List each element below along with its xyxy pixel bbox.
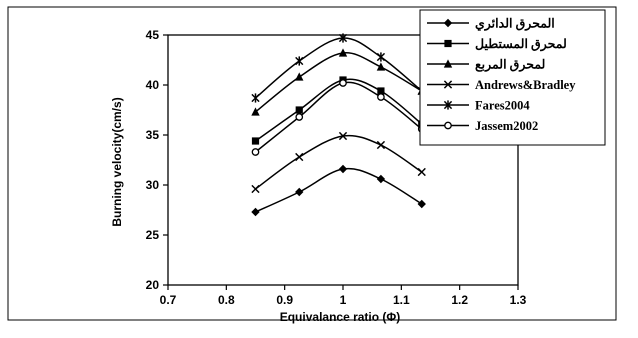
- data-point: [295, 113, 304, 121]
- data-point: [339, 79, 347, 87]
- series-layer: [251, 33, 426, 217]
- legend-item: المحرق الدائري: [427, 17, 555, 32]
- series-4: [251, 131, 426, 194]
- x-tick-label: 1: [340, 293, 347, 307]
- legend-marker: [443, 80, 453, 89]
- legend-item: لمحرق المستطيل: [427, 37, 567, 52]
- legend-item: لمحرق المربع: [427, 58, 545, 73]
- series-3: [251, 48, 426, 116]
- data-point: [251, 207, 260, 217]
- y-tick-label: 35: [146, 128, 160, 142]
- y-tick-label: 25: [146, 228, 160, 242]
- legend-marker: [443, 18, 453, 28]
- x-tick-label: 1.3: [510, 293, 527, 307]
- data-point: [338, 131, 348, 141]
- legend-box: [419, 9, 606, 146]
- legend-item: Fares2004: [427, 99, 530, 113]
- data-point: [251, 184, 260, 194]
- legend-item: Jassem2002: [427, 119, 538, 133]
- data-point: [251, 137, 260, 145]
- legend-label: Andrews&Bradley: [475, 78, 576, 92]
- series-1: [251, 164, 426, 217]
- x-axis-title: Equivalance ratio (Φ): [280, 310, 401, 324]
- legend: المحرق الدائري لمحرق المستطيل لمحرق المربع…: [419, 9, 606, 146]
- data-point: [338, 164, 348, 174]
- legend-marker: [443, 100, 453, 110]
- x-axis: 0.7 0.8 0.9 1 1.1 1.2 1.3: [160, 285, 527, 307]
- data-point: [295, 152, 304, 162]
- data-point: [338, 33, 348, 43]
- legend-label: Fares2004: [475, 99, 530, 113]
- legend-label: Jassem2002: [475, 119, 538, 133]
- x-tick-label: 1.1: [393, 293, 410, 307]
- data-point: [377, 87, 385, 95]
- legend-label: لمحرق المربع: [475, 58, 545, 73]
- data-point: [376, 62, 386, 71]
- x-tick-label: 0.9: [276, 293, 293, 307]
- x-tick-label: 0.7: [160, 293, 177, 307]
- data-point: [295, 72, 304, 81]
- x-tick-label: 1.2: [451, 293, 468, 307]
- data-point: [295, 106, 303, 114]
- y-tick-label: 45: [146, 28, 160, 42]
- y-tick-label: 40: [146, 78, 160, 92]
- y-axis: 20 25 30 35 40 45: [146, 28, 168, 292]
- data-point: [251, 107, 260, 116]
- x-tick-label: 0.8: [218, 293, 235, 307]
- legend-item: Andrews&Bradley: [427, 78, 576, 92]
- data-point: [376, 174, 386, 184]
- data-point: [295, 187, 304, 197]
- legend-marker: [444, 39, 452, 48]
- data-point: [251, 148, 260, 156]
- series-5: [251, 33, 426, 103]
- y-tick-label: 20: [146, 278, 160, 292]
- data-point: [417, 199, 426, 209]
- data-point: [376, 140, 386, 150]
- data-point: [295, 56, 304, 66]
- legend-label: المحرق الدائري: [475, 17, 555, 32]
- data-point: [251, 93, 260, 103]
- y-axis-title: Burning velocity(cm/s): [110, 97, 124, 226]
- legend-marker: [444, 121, 452, 130]
- data-point: [376, 52, 386, 62]
- data-point: [338, 48, 348, 57]
- data-point: [417, 167, 426, 177]
- legend-marker: [443, 59, 453, 68]
- legend-label: لمحرق المستطيل: [475, 37, 567, 52]
- y-tick-label: 30: [146, 178, 160, 192]
- data-point: [377, 93, 385, 101]
